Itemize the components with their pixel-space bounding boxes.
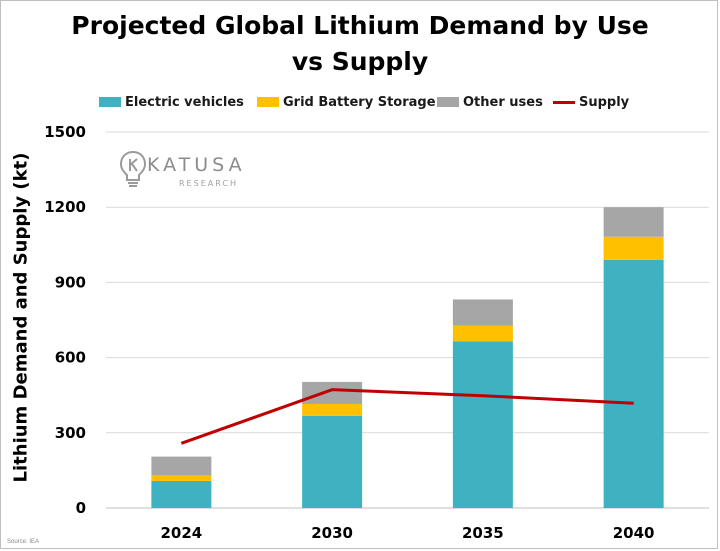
series-line-supply — [180, 388, 634, 445]
bar-grid-battery-storage-2040 — [603, 236, 664, 260]
legend-label-grid-battery-storage: Grid Battery Storage — [283, 94, 436, 110]
y-tick-label-300: 300 — [55, 424, 86, 442]
watermark-subtitle: RESEARCH — [179, 179, 238, 188]
y-tick-label-1200: 1200 — [44, 198, 86, 216]
y-tick-label-600: 600 — [55, 349, 86, 367]
bar-grid-battery-storage-2030 — [302, 403, 363, 416]
bar-other-uses-2030 — [302, 381, 363, 404]
bar-electric-vehicles-2040 — [603, 259, 664, 508]
legend-item-supply: Supply — [553, 93, 629, 111]
legend-item-electric-vehicles: Electric vehicles — [99, 93, 244, 111]
legend-label-electric-vehicles: Electric vehicles — [125, 94, 244, 110]
x-tick-label-2035: 2035 — [462, 524, 504, 542]
bar-electric-vehicles-2035 — [452, 341, 513, 508]
bar-grid-battery-storage-2024 — [151, 475, 212, 481]
x-tick-label-2030: 2030 — [311, 524, 353, 542]
bar-grid-battery-storage-2035 — [452, 325, 513, 342]
legend: Electric vehicles Grid Battery Storage O… — [1, 93, 717, 111]
katusa-watermark: KATUSA RESEARCH — [119, 149, 249, 195]
y-tick-label-0: 0 — [76, 499, 86, 517]
chart-title-line-2: vs Supply — [291, 47, 429, 76]
chart-title-line-1: Projected Global Lithium Demand by Use — [71, 11, 649, 40]
legend-swatch-other-uses — [437, 97, 459, 107]
x-tick-label-2040: 2040 — [613, 524, 655, 542]
y-tick-label-900: 900 — [55, 273, 86, 291]
watermark-name: KATUSA — [147, 154, 246, 176]
legend-label-other-uses: Other uses — [463, 94, 543, 110]
bar-electric-vehicles-2024 — [151, 480, 212, 508]
legend-label-supply: Supply — [579, 94, 630, 110]
legend-swatch-electric-vehicles — [99, 97, 121, 107]
legend-swatch-grid-battery-storage — [257, 97, 279, 107]
legend-item-other-uses: Other uses — [437, 93, 543, 111]
x-tick-label-2024: 2024 — [161, 524, 203, 542]
legend-item-grid-battery-storage: Grid Battery Storage — [257, 93, 436, 111]
bar-other-uses-2024 — [151, 456, 212, 476]
bar-electric-vehicles-2030 — [302, 415, 363, 508]
lightbulb-k-icon — [119, 150, 147, 187]
bar-other-uses-2035 — [452, 299, 513, 326]
legend-swatch-supply — [553, 100, 575, 104]
source-note: Source: IEA — [7, 539, 40, 545]
bar-other-uses-2040 — [603, 207, 664, 237]
y-tick-label-1500: 1500 — [44, 123, 86, 141]
